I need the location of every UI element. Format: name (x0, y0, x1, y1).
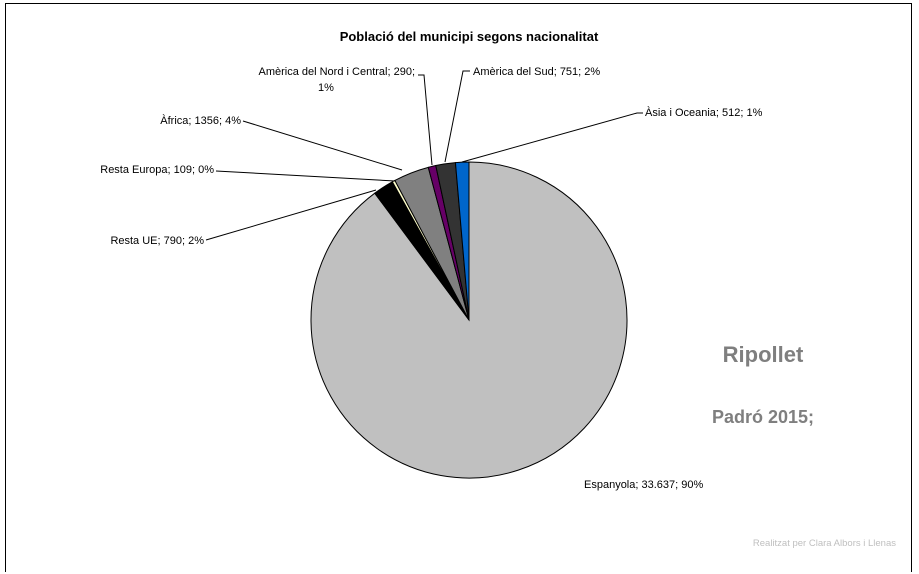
slice-label-4-line-1: 1% (318, 82, 334, 94)
leader-line-3 (242, 120, 403, 171)
leader-line-2 (215, 170, 396, 182)
municipality-name: Ripollet (723, 342, 804, 367)
chart-title: Població del municipi segons nacionalita… (340, 29, 599, 44)
census-year: Padró 2015; (712, 407, 814, 427)
leader-line-5 (444, 70, 470, 163)
slice-label-4: Amèrica del Nord i Central; 290; (258, 66, 415, 78)
pie-slices (310, 161, 628, 479)
slice-label-5: Amèrica del Sud; 751; 2% (473, 66, 600, 78)
chart-frame (5, 3, 912, 572)
credit-text: Realitzat per Clara Albors i Llenas (753, 538, 896, 549)
leader-line-4 (418, 74, 433, 166)
slice-label-2: Resta Europa; 109; 0% (100, 164, 214, 176)
leader-line-6 (461, 112, 643, 163)
slice-label-3: Àfrica; 1356; 4% (160, 114, 241, 127)
slice-label-0: Espanyola; 33.637; 90% (584, 479, 703, 491)
leader-line-1 (205, 189, 377, 241)
slice-label-6: Àsia i Oceania; 512; 1% (645, 106, 763, 119)
leader-lines (205, 70, 643, 241)
slice-label-1: Resta UE; 790; 2% (110, 235, 204, 247)
slice-labels: Espanyola; 33.637; 90% Resta UE; 790; 2% R… (100, 66, 762, 491)
pie-slice-0 (310, 161, 628, 479)
